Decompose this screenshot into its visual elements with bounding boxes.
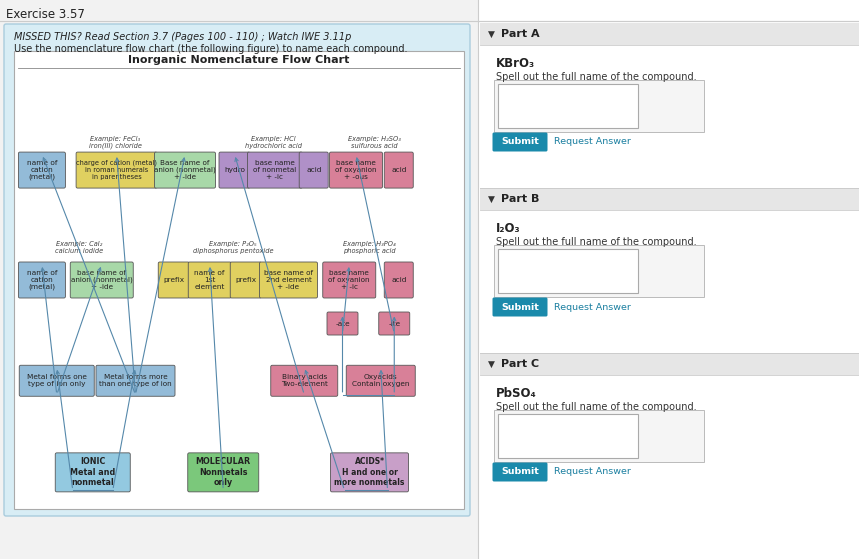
Text: -ite: -ite — [388, 320, 400, 326]
FancyBboxPatch shape — [4, 24, 470, 516]
Text: Oxyacids
Contain oxygen: Oxyacids Contain oxygen — [352, 375, 410, 387]
FancyBboxPatch shape — [219, 152, 250, 188]
FancyBboxPatch shape — [158, 262, 189, 298]
Text: Example: H₂SO₃
sulfurous acid: Example: H₂SO₃ sulfurous acid — [348, 136, 400, 149]
Text: Inorganic Nomenclature Flow Chart: Inorganic Nomenclature Flow Chart — [128, 55, 350, 65]
Text: Example: FeCl₃
iron(III) chloride: Example: FeCl₃ iron(III) chloride — [88, 136, 142, 149]
FancyBboxPatch shape — [55, 453, 131, 492]
Text: Binary acids
Two-element: Binary acids Two-element — [281, 375, 327, 387]
Text: prefix: prefix — [163, 277, 185, 283]
Text: Base name of
anion (nonmetal)
+ -ide: Base name of anion (nonmetal) + -ide — [154, 160, 216, 181]
FancyBboxPatch shape — [480, 353, 859, 375]
Text: acid: acid — [391, 167, 406, 173]
Text: charge of cation (metal)
in roman numerals
in parentheses: charge of cation (metal) in roman numera… — [76, 160, 157, 181]
Text: Spell out the full name of the compound.: Spell out the full name of the compound. — [496, 72, 697, 82]
FancyBboxPatch shape — [498, 414, 638, 458]
Text: MOLECULAR
Nonmetals
only: MOLECULAR Nonmetals only — [196, 457, 251, 487]
Text: KBrO₃: KBrO₃ — [496, 57, 535, 70]
Text: base name of
anion (nonmetal)
+ -ide: base name of anion (nonmetal) + -ide — [71, 270, 132, 290]
Text: Part A: Part A — [501, 29, 539, 39]
FancyBboxPatch shape — [19, 365, 94, 396]
FancyBboxPatch shape — [18, 262, 65, 298]
FancyBboxPatch shape — [18, 152, 65, 188]
FancyBboxPatch shape — [247, 152, 302, 188]
Text: ACIDS*
H and one or
more nonmetals: ACIDS* H and one or more nonmetals — [334, 457, 405, 487]
FancyBboxPatch shape — [230, 262, 261, 298]
FancyBboxPatch shape — [478, 0, 859, 559]
Text: base name
of oxyanion
+ -ous: base name of oxyanion + -ous — [335, 160, 377, 180]
Text: Part B: Part B — [501, 194, 539, 204]
FancyBboxPatch shape — [188, 453, 259, 492]
FancyBboxPatch shape — [492, 297, 547, 316]
FancyBboxPatch shape — [492, 132, 547, 151]
Text: PbSO₄: PbSO₄ — [496, 387, 537, 400]
FancyBboxPatch shape — [76, 152, 157, 188]
Text: MISSED THIS? Read Section 3.7 (Pages 100 - 110) ; Watch IWE 3.11p: MISSED THIS? Read Section 3.7 (Pages 100… — [14, 32, 351, 42]
FancyBboxPatch shape — [346, 365, 415, 396]
FancyBboxPatch shape — [188, 262, 231, 298]
FancyBboxPatch shape — [384, 152, 413, 188]
Text: Example: HCl
hydrochloric acid: Example: HCl hydrochloric acid — [245, 136, 302, 149]
FancyBboxPatch shape — [494, 245, 704, 297]
FancyBboxPatch shape — [379, 312, 410, 335]
Text: prefix: prefix — [235, 277, 256, 283]
FancyBboxPatch shape — [323, 262, 375, 298]
FancyBboxPatch shape — [480, 23, 859, 45]
FancyBboxPatch shape — [330, 152, 382, 188]
Text: name of
cation
(metal): name of cation (metal) — [27, 160, 58, 181]
Text: ▼: ▼ — [488, 359, 495, 368]
Text: Request Answer: Request Answer — [554, 302, 631, 311]
FancyBboxPatch shape — [299, 152, 328, 188]
Text: Spell out the full name of the compound.: Spell out the full name of the compound. — [496, 402, 697, 412]
Text: Request Answer: Request Answer — [554, 467, 631, 476]
Text: Submit: Submit — [501, 138, 539, 146]
Text: Example: H₃PO₄
phosphoric acid: Example: H₃PO₄ phosphoric acid — [344, 241, 396, 254]
Text: ▼: ▼ — [488, 30, 495, 39]
FancyBboxPatch shape — [271, 365, 338, 396]
Text: Request Answer: Request Answer — [554, 138, 631, 146]
Text: ▼: ▼ — [488, 195, 495, 203]
FancyBboxPatch shape — [327, 312, 358, 335]
FancyBboxPatch shape — [494, 80, 704, 132]
Text: name of
1st
element: name of 1st element — [194, 270, 225, 290]
Text: I₂O₃: I₂O₃ — [496, 222, 521, 235]
Text: Metal forms one
type of ion only: Metal forms one type of ion only — [27, 375, 87, 387]
Text: -ate: -ate — [335, 320, 350, 326]
Text: base name of
2nd element
+ -ide: base name of 2nd element + -ide — [264, 270, 313, 290]
Text: Spell out the full name of the compound.: Spell out the full name of the compound. — [496, 237, 697, 247]
FancyBboxPatch shape — [259, 262, 318, 298]
Text: Example: CaI₂
calcium iodide: Example: CaI₂ calcium iodide — [55, 241, 103, 254]
FancyBboxPatch shape — [96, 365, 175, 396]
Text: Use the nomenclature flow chart (the following figure) to name each compound.: Use the nomenclature flow chart (the fol… — [14, 44, 407, 54]
Text: IONIC
Metal and
nonmetal: IONIC Metal and nonmetal — [70, 457, 115, 487]
Text: Submit: Submit — [501, 302, 539, 311]
Text: hydro: hydro — [224, 167, 245, 173]
Text: Example: P₂O₅
diphosphorus pentoxide: Example: P₂O₅ diphosphorus pentoxide — [192, 241, 273, 254]
Text: Submit: Submit — [501, 467, 539, 476]
Text: acid: acid — [306, 167, 321, 173]
FancyBboxPatch shape — [498, 249, 638, 293]
FancyBboxPatch shape — [331, 453, 409, 492]
FancyBboxPatch shape — [494, 410, 704, 462]
Text: Exercise 3.57: Exercise 3.57 — [6, 8, 85, 21]
Text: name of
cation
(metal): name of cation (metal) — [27, 270, 58, 290]
Text: base name
of oxyanion
+ -ic: base name of oxyanion + -ic — [328, 270, 370, 290]
Text: acid: acid — [391, 277, 406, 283]
FancyBboxPatch shape — [498, 84, 638, 128]
Text: base name
of nonmetal
+ -ic: base name of nonmetal + -ic — [253, 160, 296, 180]
FancyBboxPatch shape — [155, 152, 216, 188]
FancyBboxPatch shape — [492, 462, 547, 481]
Text: Metal forms more
than one type of ion: Metal forms more than one type of ion — [99, 375, 172, 387]
FancyBboxPatch shape — [14, 51, 464, 509]
FancyBboxPatch shape — [480, 188, 859, 210]
Text: Part C: Part C — [501, 359, 539, 369]
FancyBboxPatch shape — [70, 262, 133, 298]
FancyBboxPatch shape — [384, 262, 413, 298]
